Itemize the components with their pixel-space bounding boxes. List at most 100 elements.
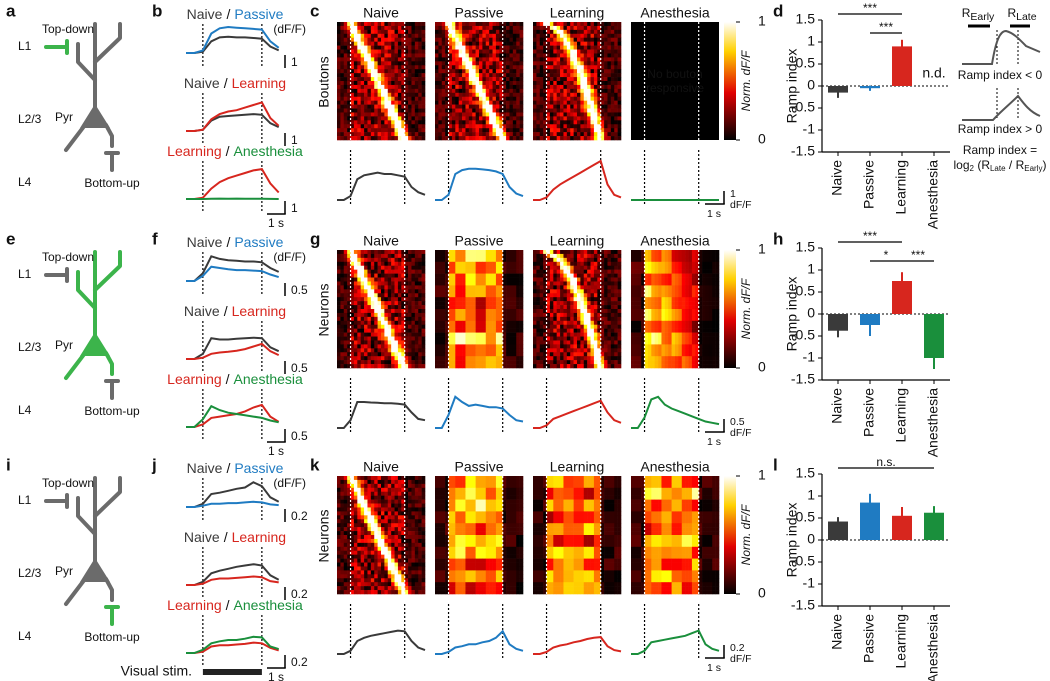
heatmap-cell [371, 124, 375, 128]
heatmap-cell [563, 281, 567, 285]
heatmap-cell [493, 69, 497, 73]
heatmap-cell [367, 297, 371, 301]
heatmap-cell [340, 93, 344, 97]
heatmap-cell [482, 50, 486, 54]
heatmap-cell [354, 124, 358, 128]
heatmap-cell [570, 340, 574, 344]
heatmap-cell [678, 258, 682, 262]
heatmap-cell [371, 360, 375, 364]
heatmap-cell [340, 53, 344, 57]
heatmap-cell [489, 289, 493, 293]
heatmap-cell [357, 356, 361, 360]
heatmap-cell [550, 109, 554, 113]
heatmap-cell [384, 270, 388, 274]
heatmap-cell [509, 344, 513, 348]
heatmap-cell [563, 289, 567, 293]
heatmap-cell [442, 105, 446, 109]
heatmap-cell [337, 69, 341, 73]
heatmap-cell [665, 254, 669, 258]
heatmap-cell [550, 124, 554, 128]
layer-label: L4 [18, 629, 32, 643]
heatmap-cell [469, 270, 473, 274]
heatmap-cell [357, 337, 361, 341]
heatmap-cell [337, 26, 341, 30]
heatmap-cell [408, 109, 412, 113]
heatmap-cell [465, 250, 469, 254]
heatmap-cell [509, 120, 513, 124]
heatmap-cell [398, 262, 402, 266]
heatmap-cell [371, 340, 375, 344]
heatmap-cell [411, 337, 415, 341]
heatmap-cell [631, 262, 635, 266]
heatmap-cell [567, 101, 571, 105]
heatmap-cell [344, 364, 348, 368]
heatmap-cell [614, 262, 618, 266]
heatmap-cell [455, 132, 459, 136]
heatmap-cell [337, 81, 341, 85]
heatmap-cell [398, 42, 402, 46]
heatmap-cell [692, 258, 696, 262]
heatmap-cell [607, 337, 611, 341]
heatmap-cell [469, 38, 473, 42]
heatmap-cell [482, 356, 486, 360]
heatmap-cell [607, 73, 611, 77]
heatmap-cell [489, 97, 493, 101]
heatmap-cell [594, 258, 598, 262]
heatmap-cell [577, 42, 581, 46]
heatmap-cell [587, 38, 591, 42]
heatmap-cell [415, 50, 419, 54]
heatmap-cell [479, 26, 483, 30]
heatmap-cell [371, 57, 375, 61]
time-label: 1 s [707, 208, 721, 220]
heatmap-cell [442, 50, 446, 54]
scale-label: 0.5 [291, 283, 308, 297]
heatmap-cell [388, 254, 392, 258]
heatmap-cell [516, 61, 520, 65]
heatmap-cell [415, 85, 419, 89]
heatmap-cell [388, 132, 392, 136]
heatmap-cell [476, 325, 480, 329]
heatmap-cell [591, 46, 595, 50]
heatmap-cell [438, 250, 442, 254]
heatmap-cell [553, 289, 557, 293]
heatmap-cell [678, 250, 682, 254]
heatmap-cell [618, 50, 622, 54]
heatmap-cell [587, 81, 591, 85]
heatmap-cell [340, 309, 344, 313]
heatmap-cell [469, 65, 473, 69]
heatmap-cell [418, 46, 422, 50]
heatmap-cell [357, 262, 361, 266]
heatmap-cell [540, 116, 544, 120]
heatmap-cell [553, 22, 557, 26]
heatmap-cell [611, 270, 615, 274]
heatmap-cell [611, 325, 615, 329]
heatmap-cell [364, 360, 368, 364]
heatmap-cell [520, 30, 524, 34]
heatmap-cell [557, 340, 561, 344]
heatmap-cell [354, 128, 358, 132]
heatmap-cell [344, 65, 348, 69]
heatmap-cell [418, 364, 422, 368]
heatmap-cell [560, 270, 564, 274]
heatmap-cell [604, 258, 608, 262]
heatmap-cell [591, 293, 595, 297]
heatmap-cell [513, 81, 517, 85]
heatmap-cell [381, 61, 385, 65]
heatmap-cell [462, 77, 466, 81]
heatmap-cell [516, 274, 520, 278]
heatmap-cell [570, 352, 574, 356]
heatmap-cell [486, 120, 490, 124]
heatmap-cell [587, 73, 591, 77]
heatmap-cell [361, 89, 365, 93]
heatmap-cell [482, 313, 486, 317]
heatmap-cell [465, 329, 469, 333]
heatmap-cell [553, 50, 557, 54]
plot-title: Naive/Passive [187, 460, 284, 476]
heatmap-cell [496, 348, 500, 352]
plot-title: Learning/Anesthesia [167, 597, 303, 613]
heatmap-cell [553, 266, 557, 270]
heatmap-cell [344, 116, 348, 120]
heatmap-cell [591, 348, 595, 352]
heatmap-cell [415, 124, 419, 128]
heatmap-cell [344, 124, 348, 128]
